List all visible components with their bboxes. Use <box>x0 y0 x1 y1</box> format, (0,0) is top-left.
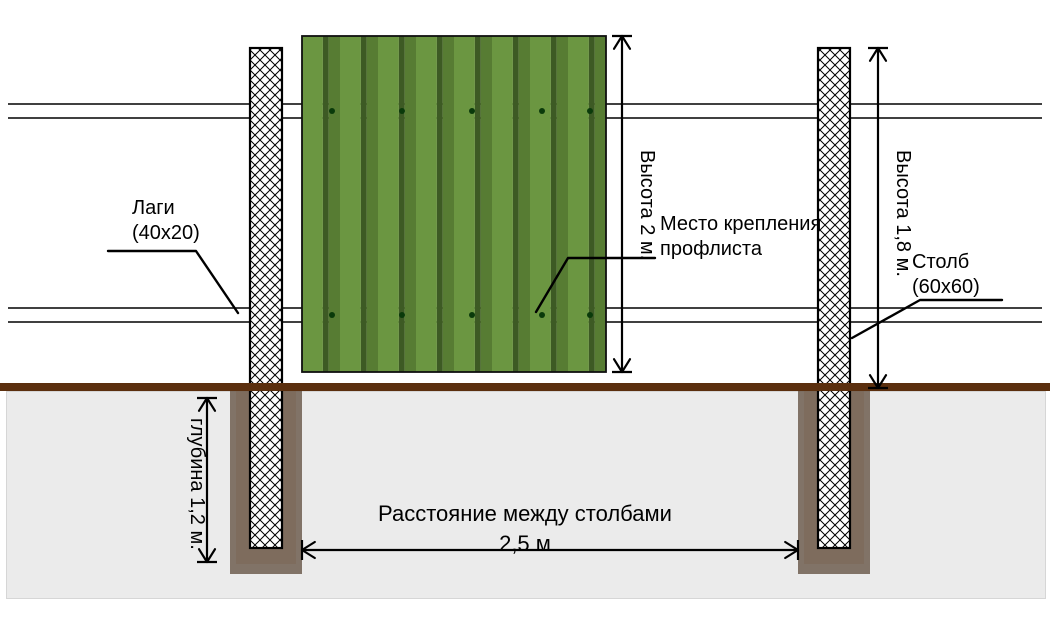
label-rails: Лаги (40х20) <box>132 196 200 246</box>
label-spacing-value: 2,5 м <box>0 530 1050 558</box>
label-panel-height: Высота 2 м. <box>634 150 659 260</box>
label-post: Столб (60х60) <box>912 250 980 300</box>
label-post-height: Высота 1,8 м. <box>890 150 915 277</box>
label-fastening: Место крепления профлиста <box>660 212 821 262</box>
label-spacing: Расстояние между столбами <box>0 500 1050 528</box>
